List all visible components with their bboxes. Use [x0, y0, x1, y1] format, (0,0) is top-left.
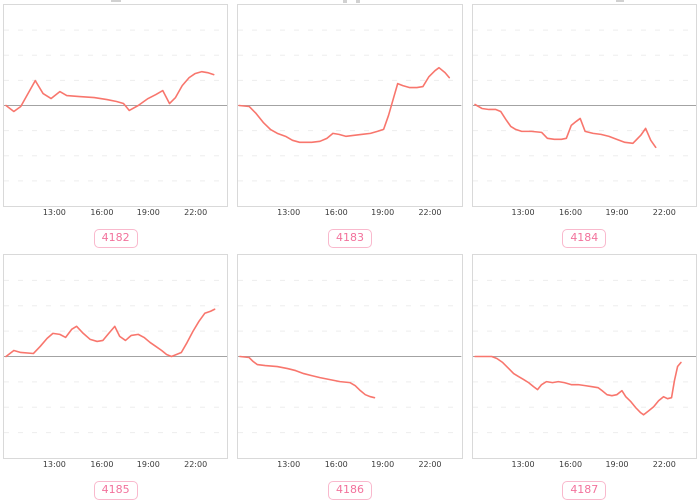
x-tick-label: 22:00: [652, 460, 676, 469]
x-tick-label: 13:00: [511, 460, 535, 469]
badge-row: 4185: [3, 478, 228, 500]
chart-cell-4182: 13:00 16:00 19:00 22:00 4182: [3, 4, 229, 248]
cropped-content-fragment: [343, 0, 347, 3]
chart-cell-4184: 13:00 16:00 19:00 22:00 4184: [471, 4, 697, 248]
x-axis: 13:00 16:00 19:00 22:00: [237, 207, 462, 220]
chart-cell-4186: 13:00 16:00 19:00 22:00 4186: [237, 254, 463, 500]
chart-panel: [237, 254, 463, 459]
x-tick-label: 13:00: [42, 460, 66, 469]
chart-id-badge[interactable]: 4182: [93, 229, 138, 248]
x-tick-label: 22:00: [184, 460, 208, 469]
x-tick-label: 19:00: [371, 208, 395, 217]
x-tick-label: 19:00: [605, 460, 629, 469]
chart-panel: [471, 254, 697, 459]
x-tick-label: 13:00: [42, 208, 66, 217]
line-chart: [238, 255, 461, 458]
x-axis: 13:00 16:00 19:00 22:00: [3, 207, 228, 220]
chart-id-badge[interactable]: 4187: [562, 481, 607, 500]
cropped-content-fragment: [616, 0, 624, 2]
chart-cell-4185: 13:00 16:00 19:00 22:00 4185: [3, 254, 229, 500]
chart-panel: [471, 4, 697, 207]
badge-row: 4186: [237, 478, 462, 500]
line-chart: [238, 5, 461, 206]
x-tick-label: 16:00: [90, 208, 114, 217]
line-chart: [473, 255, 696, 458]
x-tick-label: 13:00: [277, 460, 301, 469]
chart-panel: [3, 254, 229, 459]
x-tick-label: 16:00: [90, 460, 114, 469]
x-axis: 13:00 16:00 19:00 22:00: [472, 459, 697, 472]
badge-row: 4184: [472, 226, 697, 248]
chart-panel: [237, 4, 463, 207]
cropped-content-fragment: [356, 0, 360, 3]
chart-id-badge[interactable]: 4185: [93, 481, 138, 500]
badge-row: 4187: [472, 478, 697, 500]
x-tick-label: 19:00: [136, 208, 160, 217]
x-axis: 13:00 16:00 19:00 22:00: [3, 459, 228, 472]
x-tick-label: 19:00: [605, 208, 629, 217]
x-tick-label: 22:00: [652, 208, 676, 217]
line-chart: [4, 5, 227, 206]
badge-row: 4182: [3, 226, 228, 248]
x-tick-label: 16:00: [559, 460, 583, 469]
x-axis: 13:00 16:00 19:00 22:00: [472, 207, 697, 220]
x-tick-label: 19:00: [136, 460, 160, 469]
x-tick-label: 13:00: [277, 208, 301, 217]
line-chart: [4, 255, 227, 458]
x-tick-label: 22:00: [418, 208, 442, 217]
chart-id-badge[interactable]: 4183: [327, 229, 372, 248]
chart-id-badge[interactable]: 4186: [327, 481, 372, 500]
x-tick-label: 16:00: [324, 208, 348, 217]
x-axis: 13:00 16:00 19:00 22:00: [237, 459, 462, 472]
chart-id-badge[interactable]: 4184: [562, 229, 607, 248]
x-tick-label: 22:00: [418, 460, 442, 469]
chart-panel: [3, 4, 229, 207]
x-tick-label: 16:00: [559, 208, 583, 217]
chart-cell-4187: 13:00 16:00 19:00 22:00 4187: [471, 254, 697, 500]
chart-cell-4183: 13:00 16:00 19:00 22:00 4183: [237, 4, 463, 248]
x-tick-label: 13:00: [511, 208, 535, 217]
x-tick-label: 19:00: [371, 460, 395, 469]
cropped-content-fragment: [111, 0, 121, 2]
x-tick-label: 16:00: [324, 460, 348, 469]
line-chart: [473, 5, 696, 206]
x-tick-label: 22:00: [184, 208, 208, 217]
badge-row: 4183: [237, 226, 462, 248]
